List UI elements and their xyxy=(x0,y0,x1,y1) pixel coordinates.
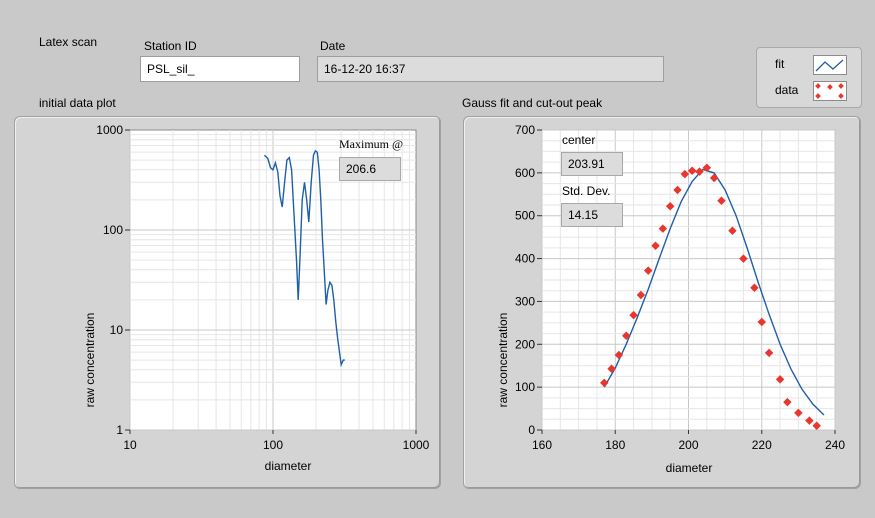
legend-item-data[interactable]: data xyxy=(757,79,861,103)
data-point xyxy=(805,416,814,425)
line-swatch-icon xyxy=(813,55,847,75)
data-point xyxy=(651,241,660,250)
data-point xyxy=(658,224,668,233)
date-label: Date xyxy=(320,39,346,53)
fit-series-line xyxy=(603,168,825,416)
data-point xyxy=(629,310,638,320)
center-label: center xyxy=(562,133,596,147)
left-y-tick-label: 100 xyxy=(103,223,123,237)
data-point xyxy=(709,173,719,183)
right-y-tick-label: 300 xyxy=(515,294,535,308)
stddev-label: Std. Dev. xyxy=(562,184,611,198)
right-y-tick-label: 600 xyxy=(515,166,535,180)
right-x-tick-label: 240 xyxy=(825,438,845,452)
left-y-axis-label: raw concentration xyxy=(83,313,97,408)
right-y-tick-label: 500 xyxy=(515,209,535,223)
data-point xyxy=(607,364,616,373)
data-point xyxy=(775,375,785,384)
station-id-field[interactable]: PSL_sil_ xyxy=(140,56,300,82)
center-indicator: 203.91 xyxy=(561,152,623,176)
right-y-tick-label: 100 xyxy=(515,380,535,394)
left-y-tick-label: 10 xyxy=(110,323,124,337)
data-point xyxy=(643,266,653,275)
right-x-tick-label: 180 xyxy=(605,438,625,452)
left-y-tick-label: 1 xyxy=(116,423,123,437)
right-y-tick-label: 700 xyxy=(515,123,535,137)
plot-legend[interactable]: fit data xyxy=(756,47,862,108)
data-point xyxy=(687,166,697,175)
data-point xyxy=(680,169,690,179)
data-point xyxy=(673,185,682,195)
data-point xyxy=(783,397,792,407)
right-x-tick-label: 220 xyxy=(752,438,772,452)
right-chart-caption: Gauss fit and cut-out peak xyxy=(462,96,603,110)
data-point xyxy=(757,317,766,327)
data-point xyxy=(621,331,631,340)
left-x-axis-label: diameter xyxy=(265,459,312,473)
data-point xyxy=(794,408,803,418)
left-series-line xyxy=(263,149,345,368)
right-y-tick-label: 400 xyxy=(515,252,535,266)
left-x-tick-label: 1000 xyxy=(403,438,430,452)
data-point xyxy=(614,350,624,360)
right-y-tick-label: 0 xyxy=(528,423,535,437)
legend-label-data: data xyxy=(775,83,799,97)
data-point xyxy=(636,290,646,300)
points-swatch-icon xyxy=(813,81,847,101)
legend-item-fit[interactable]: fit xyxy=(757,53,861,77)
data-point xyxy=(600,378,609,388)
right-x-tick-label: 160 xyxy=(532,438,552,452)
legend-label-fit: fit xyxy=(775,57,785,71)
right-x-axis-label: diameter xyxy=(666,461,713,475)
station-id-label: Station ID xyxy=(144,39,197,53)
date-field: 16-12-20 16:37 xyxy=(317,56,664,82)
left-x-tick-label: 10 xyxy=(123,438,137,452)
left-y-tick-label: 1000 xyxy=(96,123,123,137)
left-chart-caption: initial data plot xyxy=(39,96,116,110)
right-chart[interactable]: 160 180 200 220 240 0 100 200 300 400 500 600 700 di… xyxy=(463,116,861,489)
data-point xyxy=(812,421,821,430)
data-point xyxy=(717,196,726,205)
right-x-tick-label: 200 xyxy=(678,438,698,452)
stddev-indicator: 14.15 xyxy=(561,203,623,227)
right-y-tick-label: 200 xyxy=(515,337,535,351)
maximum-label: Maximum @ xyxy=(339,137,404,151)
panel-title: Latex scan xyxy=(39,35,98,49)
data-point xyxy=(764,348,774,358)
left-x-tick-label: 100 xyxy=(263,438,283,452)
right-y-axis-label: raw concentration xyxy=(496,313,510,408)
maximum-indicator: 206.6 xyxy=(339,157,401,181)
